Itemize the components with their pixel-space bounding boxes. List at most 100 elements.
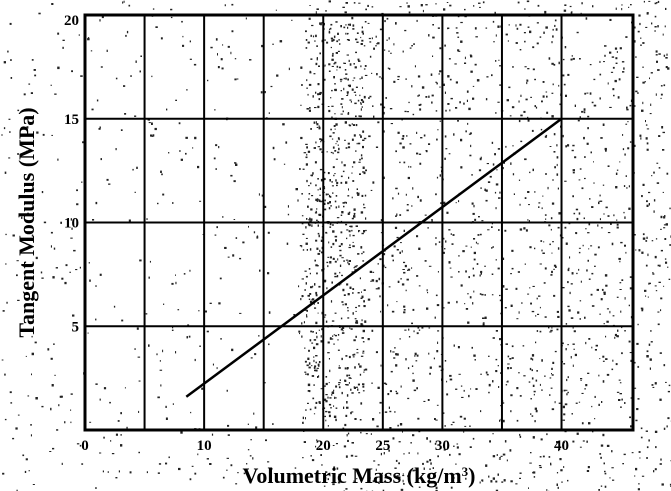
noise-dot bbox=[302, 168, 305, 170]
noise-dot bbox=[389, 427, 392, 430]
noise-dot bbox=[353, 339, 356, 342]
noise-dot bbox=[351, 166, 354, 168]
noise-dot bbox=[364, 21, 367, 23]
noise-dot bbox=[317, 376, 318, 378]
noise-dot bbox=[637, 366, 640, 368]
noise-dot bbox=[308, 349, 310, 352]
noise-dot bbox=[563, 413, 566, 416]
noise-dot bbox=[438, 365, 442, 368]
noise-dot bbox=[172, 403, 174, 405]
noise-dot bbox=[523, 32, 526, 34]
noise-dot bbox=[315, 361, 317, 364]
noise-dot bbox=[309, 217, 311, 220]
noise-dot bbox=[356, 188, 358, 190]
noise-dot bbox=[344, 379, 346, 382]
noise-dot bbox=[492, 337, 495, 339]
noise-dot bbox=[115, 477, 118, 479]
noise-dot bbox=[347, 261, 349, 264]
noise-dot bbox=[586, 470, 590, 472]
noise-dot bbox=[342, 288, 345, 292]
noise-dot bbox=[606, 444, 610, 447]
noise-dot bbox=[578, 179, 581, 181]
noise-dot bbox=[470, 246, 472, 248]
noise-dot bbox=[190, 411, 192, 414]
noise-dot bbox=[616, 51, 618, 53]
noise-dot bbox=[646, 204, 649, 207]
noise-dot bbox=[310, 455, 312, 457]
noise-dot bbox=[655, 238, 658, 240]
noise-dot bbox=[70, 393, 73, 395]
noise-dot bbox=[224, 246, 227, 249]
noise-dot bbox=[230, 174, 233, 177]
noise-dot bbox=[343, 406, 345, 409]
noise-dot bbox=[352, 180, 355, 182]
noise-dot bbox=[402, 430, 403, 433]
noise-dot bbox=[287, 213, 290, 216]
noise-dot bbox=[343, 205, 345, 208]
noise-dot bbox=[576, 432, 579, 435]
noise-dot bbox=[364, 74, 368, 76]
noise-dot bbox=[438, 73, 440, 75]
noise-dot bbox=[474, 218, 477, 221]
noise-dot bbox=[340, 175, 343, 178]
x-axis-title-main: Volumetric Mass (kg/m bbox=[243, 463, 462, 488]
noise-dot bbox=[432, 36, 435, 39]
noise-dot bbox=[581, 422, 584, 425]
noise-dot bbox=[615, 172, 618, 175]
noise-dot bbox=[132, 168, 134, 171]
noise-dot bbox=[315, 34, 317, 38]
noise-dot bbox=[665, 66, 668, 69]
noise-dot bbox=[359, 277, 361, 280]
noise-dot bbox=[435, 237, 437, 239]
noise-dot bbox=[23, 93, 26, 96]
noise-dot bbox=[346, 367, 348, 370]
noise-dot bbox=[304, 270, 307, 272]
noise-dot bbox=[578, 251, 581, 254]
noise-dot bbox=[136, 166, 138, 169]
noise-dot bbox=[611, 450, 613, 453]
noise-dot bbox=[396, 213, 398, 216]
noise-dot bbox=[544, 375, 546, 377]
noise-dot bbox=[186, 336, 188, 339]
noise-dot bbox=[87, 332, 89, 334]
noise-dot bbox=[135, 60, 137, 63]
noise-dot bbox=[168, 152, 170, 154]
noise-dot bbox=[41, 191, 44, 194]
noise-dot bbox=[449, 378, 453, 381]
noise-dot bbox=[579, 116, 581, 119]
noise-dot bbox=[652, 386, 655, 388]
noise-dot bbox=[429, 366, 432, 369]
noise-dot bbox=[157, 202, 159, 205]
noise-dot bbox=[355, 38, 357, 40]
noise-dot bbox=[496, 169, 498, 171]
noise-dot bbox=[301, 193, 303, 195]
noise-dot bbox=[500, 455, 503, 457]
noise-dot bbox=[468, 276, 470, 279]
noise-dot bbox=[553, 294, 556, 297]
noise-dot bbox=[395, 215, 397, 217]
noise-dot bbox=[315, 62, 318, 66]
noise-dot bbox=[588, 248, 590, 250]
noise-dot bbox=[358, 60, 361, 62]
noise-dot bbox=[562, 74, 565, 77]
noise-dot bbox=[355, 225, 358, 227]
noise-dot bbox=[106, 49, 108, 52]
noise-dot bbox=[446, 211, 449, 214]
noise-dot bbox=[387, 393, 390, 396]
noise-dot bbox=[464, 62, 467, 64]
noise-dot bbox=[518, 179, 521, 181]
noise-dot bbox=[89, 279, 91, 282]
noise-dot bbox=[314, 212, 318, 214]
noise-dot bbox=[585, 384, 588, 387]
noise-dot bbox=[234, 162, 237, 164]
noise-dot bbox=[201, 387, 204, 390]
noise-dot bbox=[347, 92, 349, 95]
noise-dot bbox=[400, 385, 402, 388]
noise-dot bbox=[541, 389, 543, 391]
noise-dot bbox=[313, 303, 315, 305]
noise-dot bbox=[622, 134, 624, 136]
noise-dot bbox=[439, 47, 442, 50]
noise-dot bbox=[342, 6, 345, 8]
noise-dot bbox=[187, 324, 190, 326]
noise-dot bbox=[340, 231, 343, 234]
